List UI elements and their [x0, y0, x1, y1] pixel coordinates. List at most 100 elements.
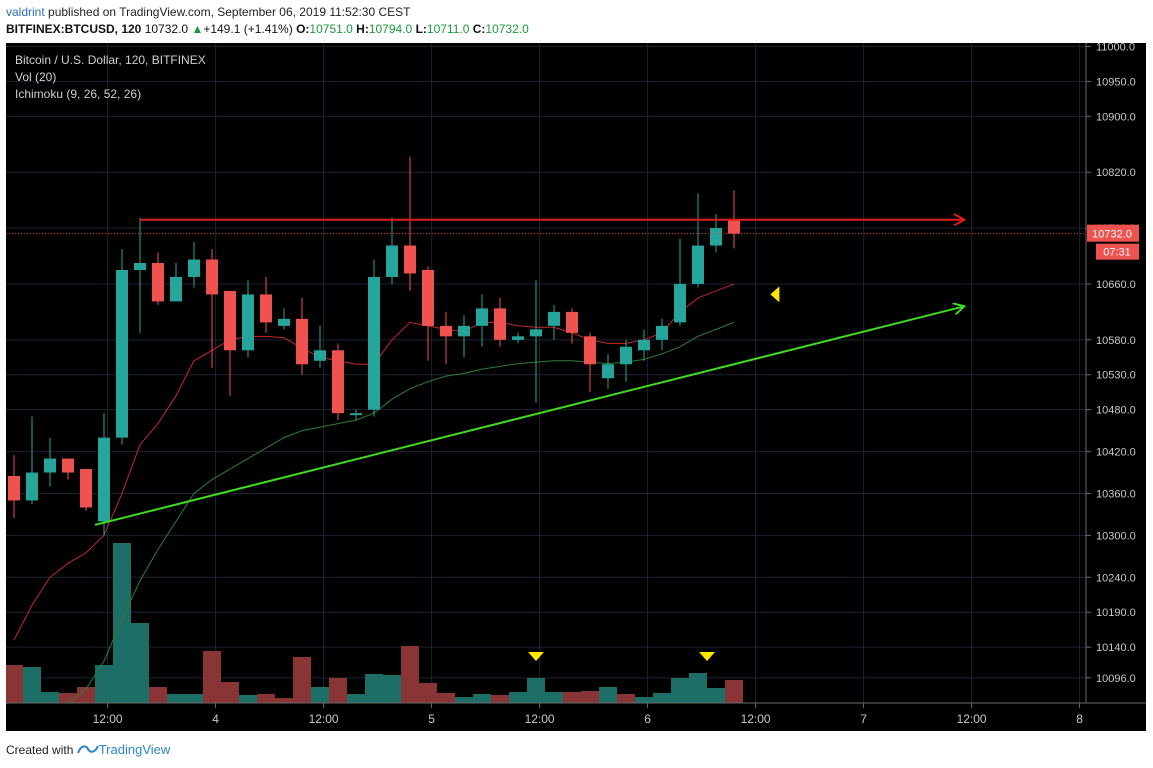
up-arrow-icon: ▲ — [191, 22, 204, 36]
candle-body — [404, 245, 416, 274]
legend-volume: Vol (20) — [15, 70, 56, 84]
published-text: published on TradingView.com, September … — [48, 5, 411, 19]
volume-bar — [203, 651, 221, 703]
volume-bar — [95, 665, 113, 703]
footer: Created with TradingView — [6, 742, 170, 757]
volume-bar — [617, 694, 635, 703]
price-tag-value: 10732.0 — [1092, 229, 1132, 241]
volume-bar — [635, 697, 653, 703]
volume-bar — [167, 694, 185, 703]
volume-bar — [113, 543, 131, 703]
open-value: 10751.0 — [309, 22, 353, 36]
volume-bar — [599, 687, 617, 703]
tradingview-brand[interactable]: TradingView — [98, 742, 171, 757]
volume-bar — [77, 687, 95, 703]
price-tick-label: 10300.0 — [1096, 530, 1136, 542]
volume-bar — [275, 698, 293, 703]
open-label: O: — [296, 22, 310, 36]
volume-bar — [149, 687, 167, 703]
trend-annotations — [6, 220, 1086, 661]
chart-background — [6, 43, 1146, 731]
candle-body — [476, 308, 488, 326]
candlesticks — [8, 156, 740, 536]
ohlc-header: BITFINEX:BTCUSD, 120 10732.0 ▲+149.1 (+1… — [6, 22, 529, 36]
time-tick-label: 8 — [1076, 712, 1083, 726]
chart-area[interactable]: 11000.0 10950.0 10900.0 10820.0 10732.0 10660… — [5, 41, 1146, 731]
countdown-box — [1096, 243, 1139, 260]
low-value: 10711.0 — [426, 22, 470, 36]
time-axis[interactable]: 12:00 4 12:00 5 12:00 6 12:00 7 12:00 8 — [93, 703, 1084, 726]
legend-title: Bitcoin / U.S. Dollar, 120, BITFINEX — [15, 53, 206, 67]
volume-bar — [707, 688, 725, 703]
candle-body — [548, 311, 560, 326]
time-tick-label: 5 — [428, 712, 435, 726]
price-tick-label: 10580.0 — [1096, 335, 1136, 347]
candle-body — [584, 336, 596, 365]
volume-bars — [5, 543, 743, 703]
price-tick-label: 10530.0 — [1096, 370, 1136, 382]
price-tick-label: 10096.0 — [1096, 673, 1136, 685]
high-label: H: — [356, 22, 369, 36]
price-chart[interactable]: 11000.0 10950.0 10900.0 10820.0 10732.0 10660… — [5, 41, 1146, 731]
price-tick-label: 10140.0 — [1096, 642, 1136, 654]
price-tick-label: 10360.0 — [1096, 488, 1136, 500]
volume-bar — [473, 694, 491, 703]
candle-body — [152, 263, 164, 302]
time-tick-label: 4 — [212, 712, 219, 726]
time-tick-label: 12:00 — [741, 712, 771, 726]
price-tag: 10732.0 07:31 — [1087, 224, 1139, 260]
candle-body — [44, 458, 56, 473]
price-tick-label: 11000.0 — [1096, 43, 1135, 53]
symbol-label: BITFINEX:BTCUSD, 120 — [6, 22, 142, 36]
publish-info: valdrint published on TradingView.com, S… — [6, 5, 411, 19]
candle-body — [278, 318, 290, 326]
close-value: 10732.0 — [485, 22, 529, 36]
time-tick-label: 12:00 — [525, 712, 555, 726]
author-link[interactable]: valdrint — [6, 5, 45, 19]
candle-body — [98, 437, 110, 522]
time-tick-label: 12:00 — [93, 712, 123, 726]
volume-bar — [131, 623, 149, 703]
candle-body — [8, 476, 20, 501]
volume-bar — [311, 687, 329, 703]
volume-bar — [545, 692, 563, 703]
volume-marker-icon — [528, 652, 544, 661]
volume-bar — [293, 657, 311, 703]
volume-bar — [23, 667, 41, 703]
tradingview-logo-icon — [76, 743, 99, 757]
candle-body — [260, 294, 272, 323]
price-tick-label: 10480.0 — [1096, 405, 1136, 417]
candle-body — [224, 290, 236, 351]
volume-bar — [725, 680, 743, 703]
price-tick-label: 10190.0 — [1096, 607, 1136, 619]
candle-body — [422, 269, 434, 326]
candle-body — [566, 311, 578, 333]
candle-body — [512, 336, 524, 340]
price-tick-label: 10820.0 — [1096, 167, 1136, 179]
candle-body — [296, 318, 308, 365]
candle-body — [368, 276, 380, 410]
volume-bar — [185, 694, 203, 703]
volume-bar — [581, 691, 599, 703]
candle-body — [458, 325, 470, 337]
volume-bar — [509, 692, 527, 703]
candle-body — [116, 269, 128, 438]
time-tick-label: 6 — [644, 712, 651, 726]
volume-bar — [401, 646, 419, 703]
volume-bar — [671, 678, 689, 703]
price-tick-label: 10420.0 — [1096, 447, 1136, 459]
low-label: L: — [415, 22, 427, 36]
volume-bar — [653, 693, 671, 703]
volume-bar — [689, 673, 707, 703]
volume-bar — [347, 694, 365, 703]
candle-body — [602, 364, 614, 379]
candle-body — [710, 228, 722, 246]
candle-body — [134, 263, 146, 270]
high-value: 10794.0 — [368, 22, 413, 36]
price-tick-label: 10660.0 — [1096, 279, 1136, 291]
candle-body — [206, 259, 218, 295]
close-label: C: — [472, 22, 486, 36]
volume-bar — [221, 682, 239, 703]
candle-body — [440, 325, 452, 337]
price-tag-box — [1087, 224, 1139, 242]
